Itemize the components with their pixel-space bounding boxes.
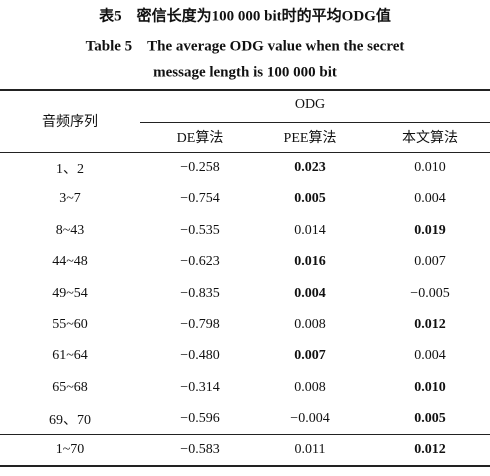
cell: 0.016 [294, 254, 326, 269]
title-en: message length is 100 000 bit [153, 64, 337, 81]
title-en: Table 5 The average ODG value when the s… [85, 38, 405, 55]
cell: 0.011 [294, 442, 326, 457]
cell: 0.012 [414, 442, 446, 457]
cell: 0.008 [294, 317, 326, 332]
column-header: 本文算法 [402, 131, 458, 146]
cell: 0.004 [294, 286, 326, 301]
title-cn: 表5 密信长度为100 000 bit时的平均ODG值 [99, 8, 391, 25]
cell: −0.480 [180, 348, 220, 363]
cell: 0.010 [414, 160, 446, 175]
cell: −0.314 [180, 380, 220, 395]
cell: 69、70 [49, 413, 91, 428]
row-header: 音频序列 [42, 115, 98, 130]
column-header: DE算法 [176, 131, 224, 146]
cell: 0.012 [414, 317, 446, 332]
cell: −0.583 [180, 442, 220, 457]
cell: 0.014 [294, 223, 326, 238]
group-rule [140, 122, 490, 123]
group-header: ODG [294, 97, 326, 112]
cell: 8~43 [55, 223, 85, 238]
cell: −0.004 [290, 411, 330, 426]
cell: 0.004 [414, 191, 446, 206]
cell: 0.023 [294, 160, 326, 175]
cell: 0.019 [414, 223, 446, 238]
cell: −0.258 [180, 160, 220, 175]
top-rule [0, 89, 490, 91]
cell: 0.005 [414, 411, 446, 426]
cell: 55~60 [52, 317, 88, 332]
cell: −0.798 [180, 317, 220, 332]
cell: −0.535 [180, 223, 220, 238]
cell: −0.596 [180, 411, 220, 426]
cell: 0.005 [294, 191, 326, 206]
cell: 1~70 [55, 442, 85, 457]
cell: 0.008 [294, 380, 326, 395]
cell: −0.754 [180, 191, 220, 206]
cell: −0.005 [410, 286, 450, 301]
cell: 0.007 [294, 348, 326, 363]
total-rule [0, 434, 490, 435]
cell: 49~54 [52, 286, 88, 301]
cell: 0.010 [414, 380, 446, 395]
cell: 0.007 [414, 254, 446, 269]
cell: 0.004 [414, 348, 446, 363]
cell: 3~7 [59, 191, 81, 206]
cell: 65~68 [52, 380, 88, 395]
cell: −0.835 [180, 286, 220, 301]
bottom-rule [0, 465, 490, 467]
cell: −0.623 [180, 254, 220, 269]
header-rule [0, 152, 490, 153]
cell: 1、2 [56, 162, 84, 177]
cell: 61~64 [52, 348, 88, 363]
cell: 44~48 [52, 254, 88, 269]
column-header: PEE算法 [283, 131, 337, 146]
